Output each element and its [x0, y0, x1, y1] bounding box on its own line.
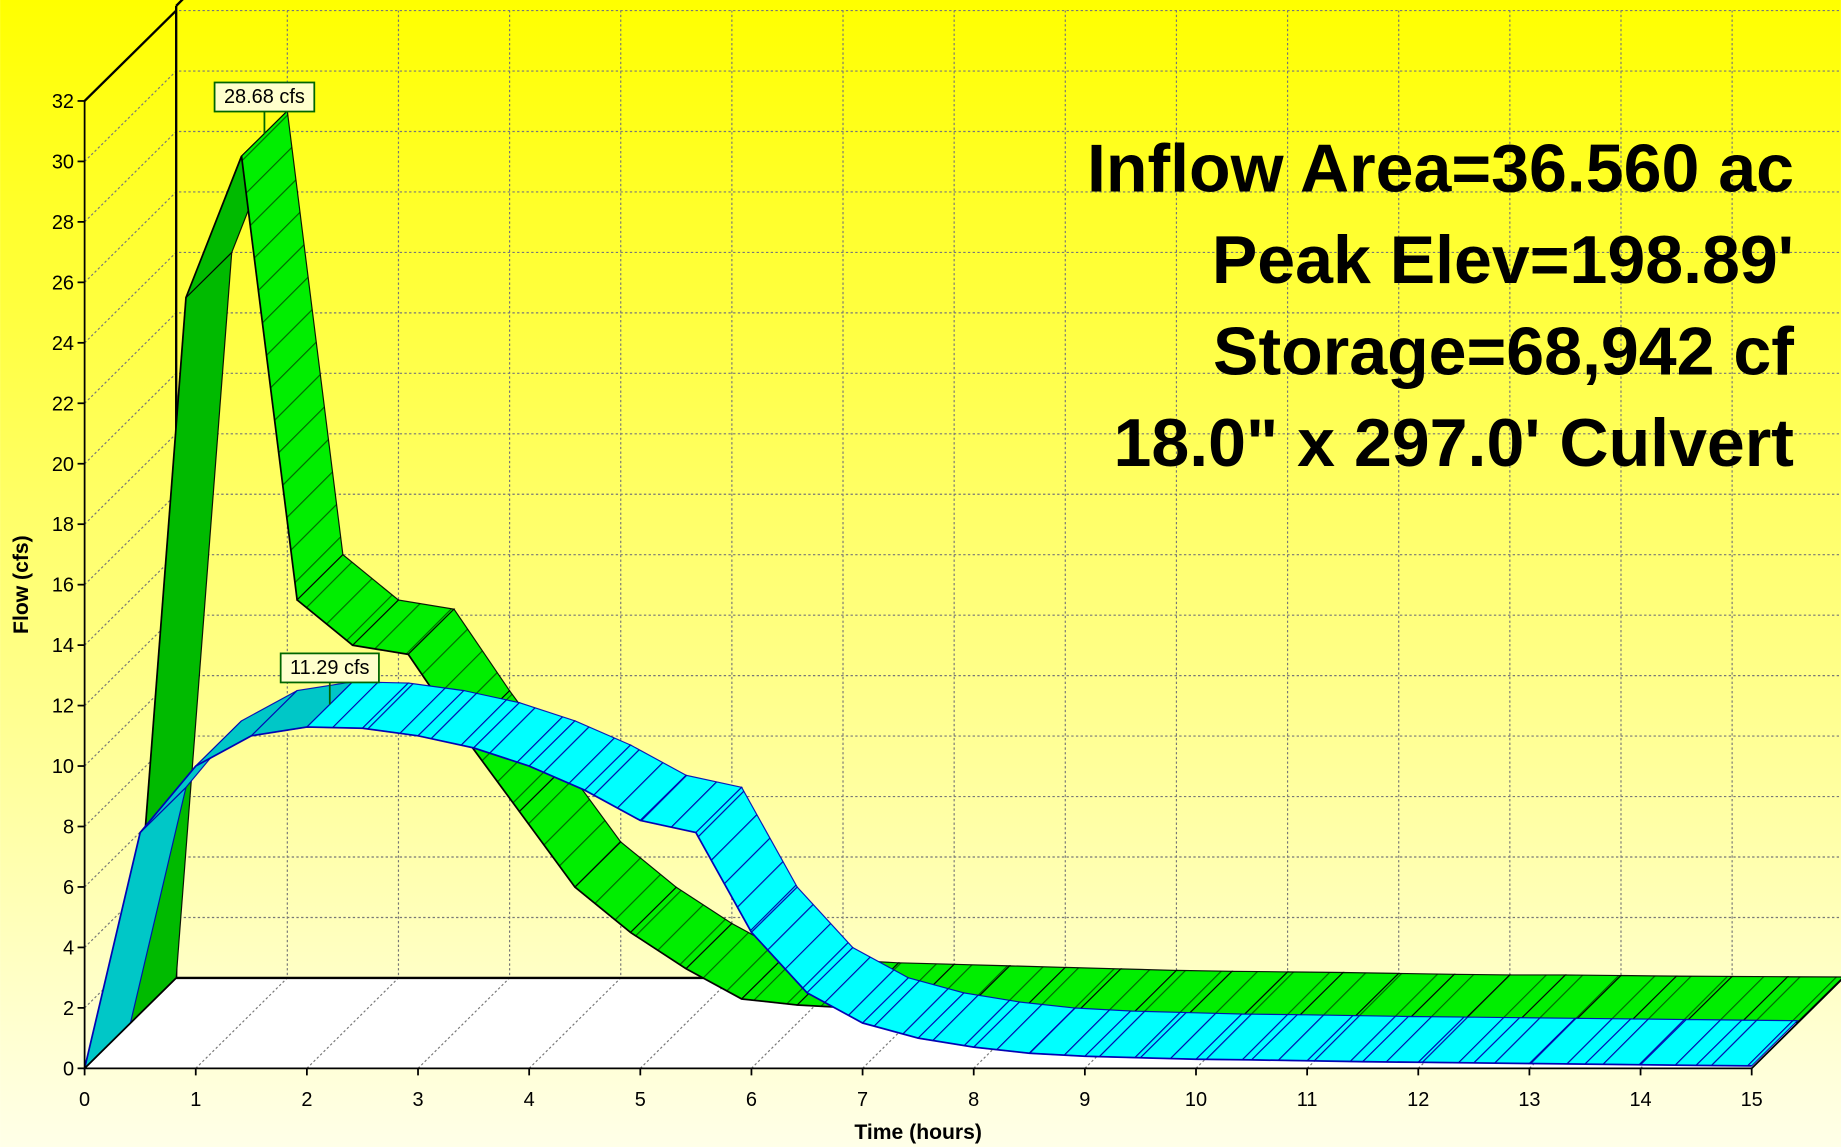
x-axis-title: Time (hours): [854, 1121, 982, 1144]
y-tick-label: 2: [63, 998, 74, 1020]
x-tick-label: 4: [524, 1089, 535, 1111]
info-line: 18.0" x 297.0' Culvert: [1113, 405, 1793, 481]
x-tick-label: 0: [79, 1089, 90, 1111]
y-tick-label: 12: [52, 696, 74, 718]
y-tick-label: 10: [52, 756, 74, 778]
annotation-label: 11.29 cfs: [290, 657, 369, 679]
y-tick-label: 22: [52, 393, 74, 415]
info-line: Storage=68,942 cf: [1213, 314, 1794, 390]
y-tick-label: 20: [52, 454, 74, 476]
depth-edge: [83, 977, 177, 1069]
y-axis-title: Flow (cfs): [10, 535, 33, 634]
y-tick-label: 0: [63, 1058, 74, 1080]
y-tick-label: 14: [52, 635, 74, 657]
info-line: Peak Elev=198.89': [1212, 222, 1794, 298]
y-tick-label: 16: [52, 575, 74, 597]
x-tick-label: 2: [301, 1089, 312, 1111]
x-tick-label: 12: [1407, 1089, 1429, 1111]
annotation-box: [213, 81, 316, 113]
annotation-box: [279, 652, 380, 684]
ribbon: [83, 680, 1799, 1071]
y-tick-label: 28: [52, 212, 74, 234]
y-tick-label: 6: [63, 877, 74, 899]
y-tick-label: 8: [63, 817, 74, 839]
y-tick-label: 30: [52, 151, 74, 173]
depth-edge: [83, 9, 178, 102]
x-tick-label: 13: [1518, 1089, 1540, 1111]
depth-edge: [1751, 978, 1841, 1069]
x-tick-label: 3: [412, 1089, 423, 1111]
y-tick-label: 24: [52, 333, 74, 355]
series-line: [83, 726, 1752, 1069]
x-tick-label: 7: [857, 1089, 868, 1111]
x-tick-label: 15: [1741, 1089, 1763, 1111]
y-tick-label: 32: [52, 91, 74, 113]
y-tick-label: 18: [52, 514, 74, 536]
x-tick-label: 11: [1297, 1089, 1318, 1111]
x-tick-label: 6: [746, 1089, 757, 1111]
x-tick-label: 8: [968, 1089, 979, 1111]
x-tick-label: 5: [635, 1089, 646, 1111]
y-tick-label: 4: [63, 937, 74, 959]
x-tick-label: 10: [1185, 1089, 1207, 1111]
info-line: Inflow Area=36.560 ac: [1087, 130, 1794, 206]
x-tick-label: 1: [190, 1089, 201, 1111]
annotation-label: 28.68 cfs: [224, 86, 305, 108]
x-tick-label: 14: [1629, 1089, 1651, 1111]
x-tick-label: 9: [1079, 1089, 1090, 1111]
y-tick-label: 26: [52, 272, 74, 294]
